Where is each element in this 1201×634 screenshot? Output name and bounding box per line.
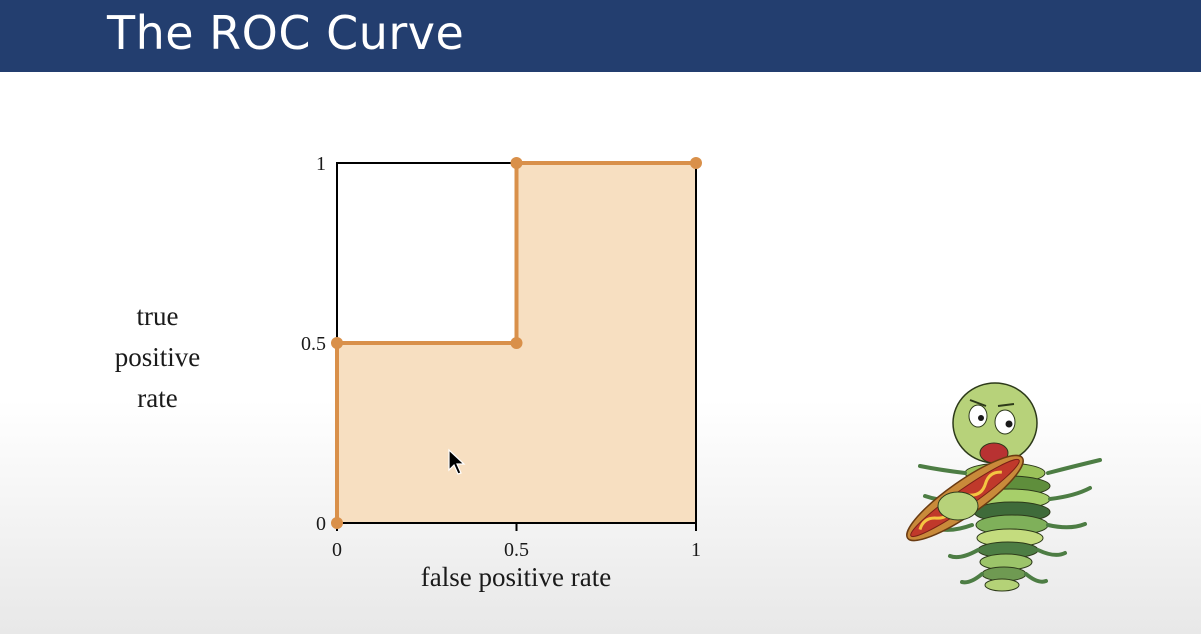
roc-point [690,157,702,169]
y-axis-label-line: rate [137,383,178,413]
roc-point [331,337,343,349]
y-axis-label-line: positive [114,342,201,372]
mascot-eating-hotdog-image [890,378,1110,612]
y-axis-label: true positive rate [95,296,220,419]
roc-point [510,157,523,169]
x-tick-label: 0 [332,539,342,561]
slide-title: The ROC Curve [107,6,465,60]
mouse-pointer-icon [447,448,467,480]
title-bar: The ROC Curve [0,0,1201,72]
x-axis-label: false positive rate [420,562,612,592]
y-axis-label-line: true [136,301,179,331]
y-tick-label: 0.5 [301,333,326,355]
x-tick-label: 1 [691,539,701,561]
y-tick-label: 0 [316,513,326,535]
x-tick-label: 0.5 [504,539,529,561]
roc-point [331,517,343,529]
roc-point [510,337,523,349]
y-tick-label: 1 [316,153,326,175]
